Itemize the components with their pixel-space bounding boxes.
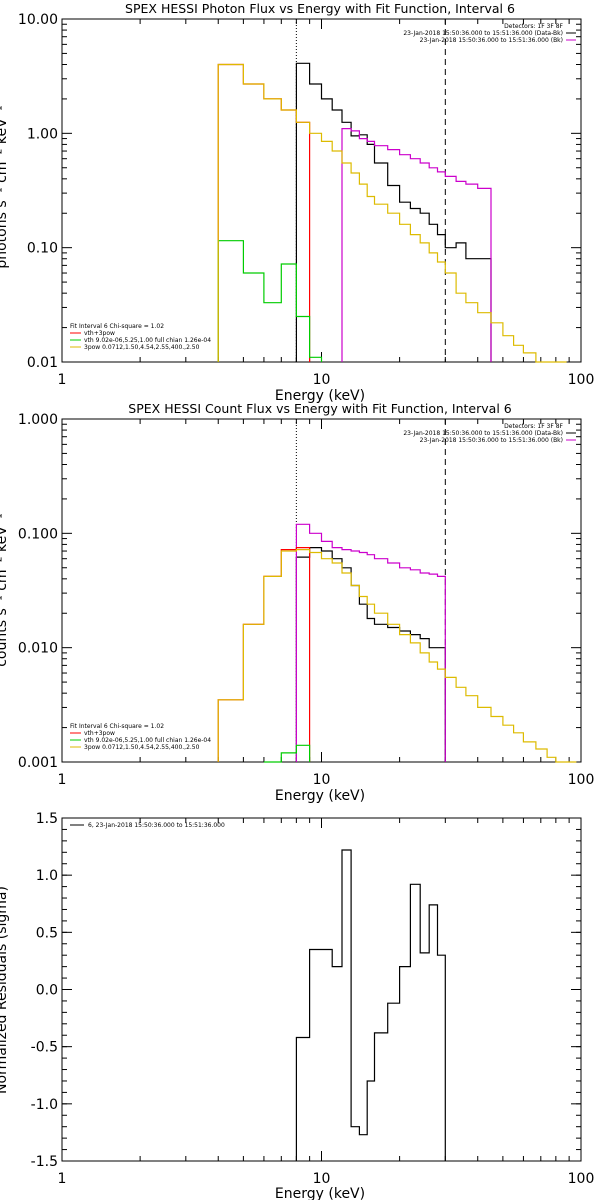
y-axis-label: photons s⁻¹ cm⁻² keV⁻¹	[0, 105, 10, 268]
photon-flux-plot: SPEX HESSI Photon Flux vs Energy with Fi…	[0, 1, 594, 404]
legend-bottom-entry: vth 9.02e-06,5.25,1.00 full chian 1.26e-…	[84, 337, 211, 344]
x-axis-label: Energy (keV)	[275, 388, 365, 404]
y-tick-label: 0.100	[18, 526, 58, 542]
legend-top-entry: Detectors: 1F 3F 8F	[504, 423, 563, 430]
legend-bottom-entry: 3pow 0.0712,1.50,4.54,2.55,400.,2.50	[84, 344, 200, 351]
data-series-1	[295, 523, 446, 762]
legend-top-entry: 23-Jan-2018 15:50:36.000 to 15:51:36.000…	[420, 437, 563, 444]
y-tick-label: 1.000	[18, 412, 58, 428]
legend-top-entry: 23-Jan-2018 15:50:36.000 to 15:51:36.000…	[403, 30, 563, 37]
plot-title: SPEX HESSI Photon Flux vs Energy with Fi…	[125, 1, 515, 16]
data-series-3	[263, 744, 311, 763]
x-tick-label: 10	[313, 1171, 331, 1187]
x-tick-label: 10	[313, 372, 331, 388]
x-tick-label: 100	[568, 1171, 595, 1187]
plot-frame	[61, 418, 582, 763]
residuals-plot: Energy (keV) Normalized Residuals (sigma…	[0, 811, 594, 1200]
count-flux-plot: SPEX HESSI Count Flux vs Energy with Fit…	[0, 401, 594, 804]
legend-bottom-entry: Fit Interval 6 Chi-square = 1.02	[70, 723, 164, 730]
data-series-0	[295, 849, 446, 1161]
y-tick-label: 0.001	[18, 755, 58, 771]
y-tick-label: -0.5	[31, 1040, 58, 1056]
x-axis-label: Energy (keV)	[275, 788, 365, 804]
y-tick-label: 0.010	[18, 641, 58, 657]
data-series-3	[217, 240, 323, 362]
x-tick-label: 1	[58, 372, 67, 388]
y-tick-label: 0.5	[36, 925, 58, 941]
y-tick-label: 10.00	[18, 12, 58, 28]
data-series-0	[295, 62, 492, 362]
y-axis-label: Normalized Residuals (sigma)	[0, 886, 10, 1094]
y-tick-label: 1.0	[36, 868, 58, 884]
y-tick-label: -1.0	[31, 1097, 58, 1113]
legend-top-entry: 23-Jan-2018 15:50:36.000 to 15:51:36.000…	[420, 37, 563, 44]
x-tick-label: 100	[568, 772, 595, 788]
legend-bottom-entry: vth+3pow	[84, 730, 115, 737]
data-series-4	[217, 549, 577, 763]
legend-bottom-entry: Fit Interval 6 Chi-square = 1.02	[70, 323, 164, 330]
y-axis-label: counts s⁻¹ cm⁻² keV⁻¹	[0, 513, 10, 667]
y-tick-label: 0.01	[27, 355, 58, 371]
plot-frame	[61, 18, 582, 363]
y-tick-label: 1.00	[27, 126, 58, 142]
y-tick-label: 1.5	[36, 811, 58, 827]
legend-top-entry: 6, 23-Jan-2018 15:50:36.000 to 15:51:36.…	[88, 822, 225, 829]
legend-top-entry: 23-Jan-2018 15:50:36.000 to 15:51:36.000…	[403, 430, 563, 437]
legend-bottom-entry: vth 9.02e-06,5.25,1.00 full chian 1.26e-…	[84, 737, 211, 744]
plot-frame	[61, 817, 582, 1162]
x-tick-label: 10	[313, 772, 331, 788]
x-tick-label: 1	[58, 1171, 67, 1187]
legend-bottom-entry: 3pow 0.0712,1.50,4.54,2.55,400.,2.50	[84, 744, 200, 751]
legend-bottom-entry: vth+3pow	[84, 330, 115, 337]
data-series-1	[341, 128, 492, 362]
y-tick-label: -1.5	[31, 1154, 58, 1170]
y-tick-label: 0.10	[27, 241, 58, 257]
data-series-0	[295, 547, 446, 762]
y-tick-label: 0.0	[36, 983, 58, 999]
legend-top-entry: Detectors: 1F 3F 8F	[504, 23, 563, 30]
data-series-4	[217, 63, 567, 363]
x-tick-label: 1	[58, 772, 67, 788]
plot-title: SPEX HESSI Count Flux vs Energy with Fit…	[128, 401, 511, 416]
x-tick-label: 100	[568, 372, 595, 388]
x-axis-label: Energy (keV)	[275, 1186, 365, 1200]
